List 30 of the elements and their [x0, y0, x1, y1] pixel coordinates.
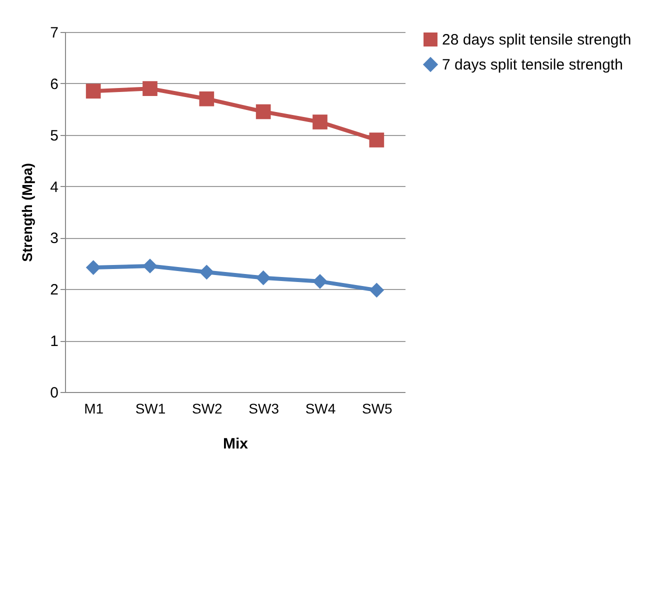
point	[86, 84, 101, 99]
y-tick-label: 0	[50, 384, 58, 402]
y-axis-title: Strength (Mpa)	[19, 163, 36, 262]
point	[369, 132, 384, 148]
y-tick-label: 2	[50, 282, 58, 299]
x-tick-label: SW1	[135, 400, 166, 416]
x-tick-label: M1	[84, 400, 104, 416]
point	[142, 258, 158, 274]
y-tick-label: 6	[50, 76, 58, 93]
y-tick-label: 3	[50, 230, 58, 248]
point	[199, 264, 214, 280]
y-tick-label: 7	[50, 24, 58, 42]
point	[86, 260, 101, 275]
x-tick-label: SW3	[248, 400, 280, 416]
x-axis-title: Mix	[222, 436, 249, 452]
point	[256, 270, 271, 286]
y-tick-label: 1	[50, 333, 58, 350]
point	[256, 104, 271, 120]
legend-label: 7 days split tensile strength	[442, 56, 623, 74]
point	[142, 81, 158, 96]
x-tick-label: SW5	[362, 400, 393, 416]
x-tick-label: SW2	[192, 400, 223, 416]
point	[312, 274, 328, 289]
point	[369, 282, 384, 298]
point	[199, 91, 214, 106]
y-tick-label: 4	[50, 178, 58, 196]
legend-label: 28 days split tensile strength	[442, 32, 632, 48]
point	[312, 114, 328, 130]
y-tick-label: 5	[50, 127, 58, 144]
x-tick-label: SW4	[305, 400, 336, 416]
